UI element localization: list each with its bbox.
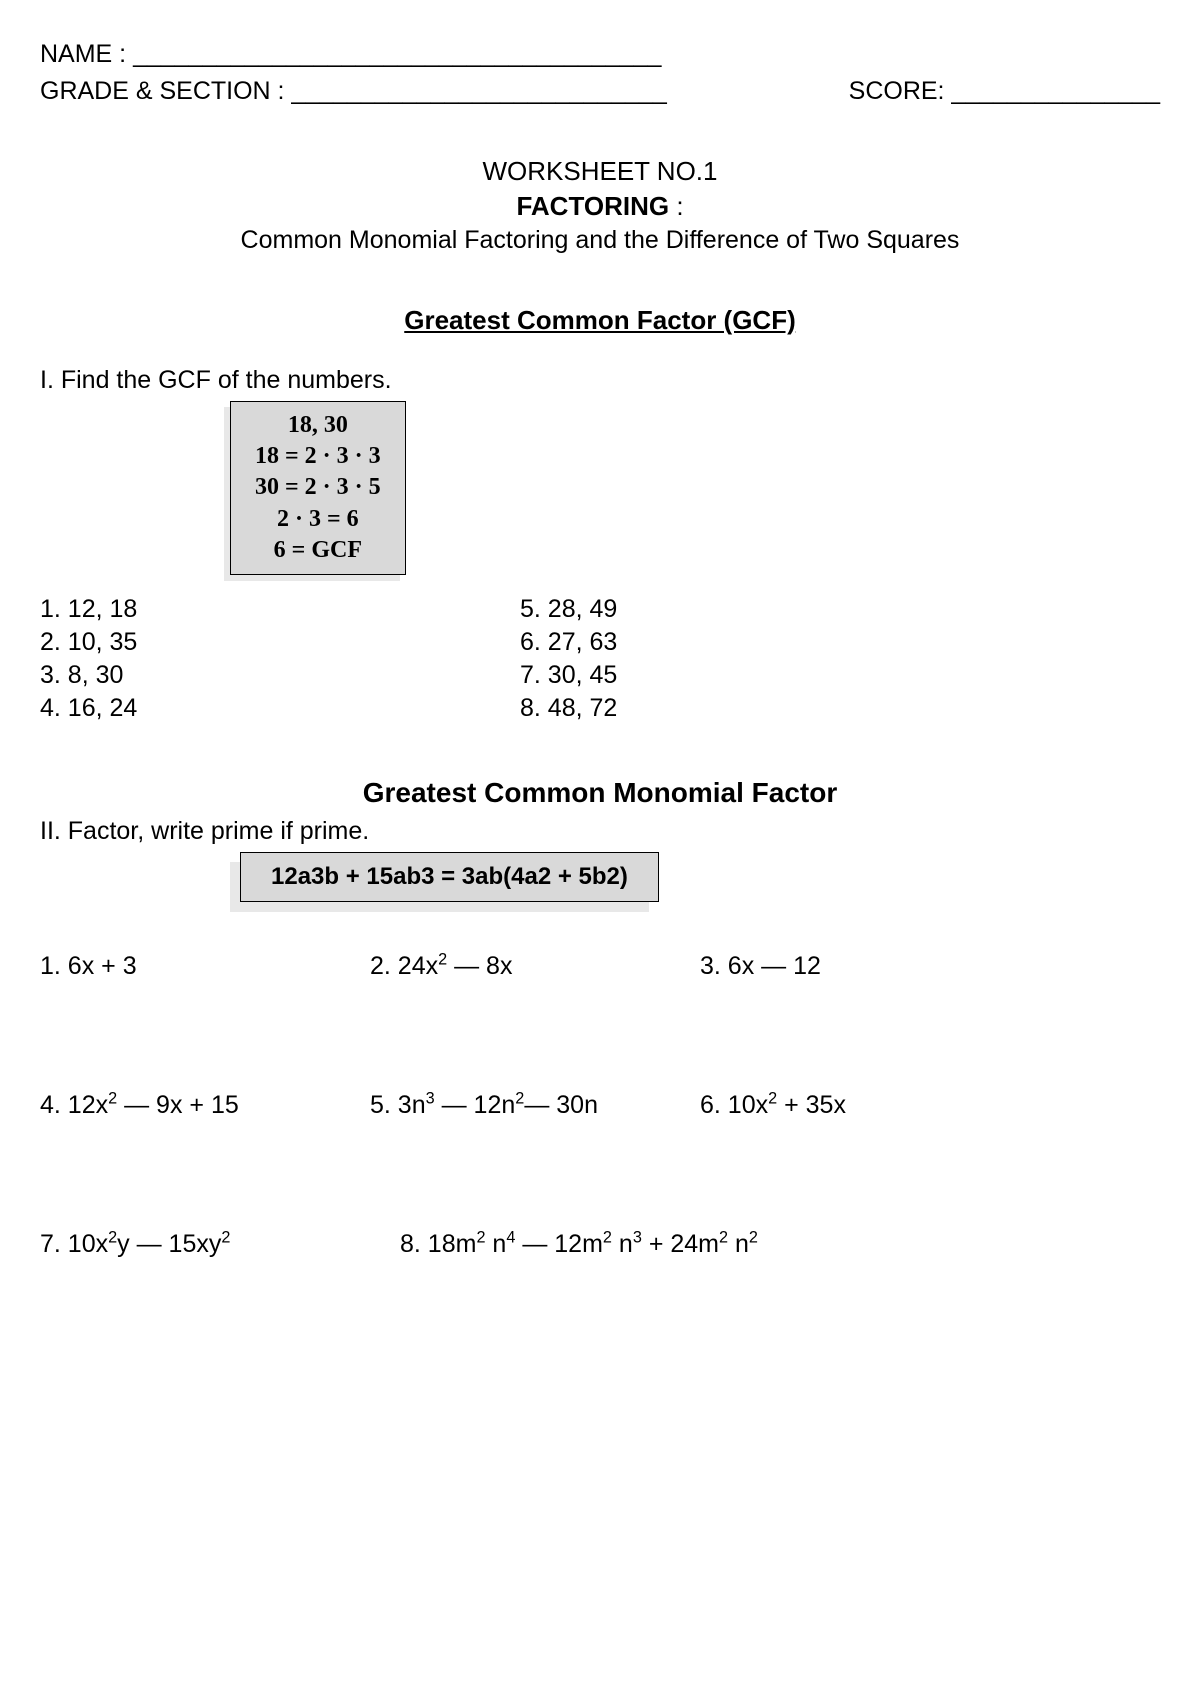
section1-heading: Greatest Common Factor (GCF) [40,305,1160,336]
header-row-2: GRADE & SECTION : ______________________… [40,77,1160,106]
list-item: 7. 30, 45 [520,661,1000,690]
section2-row3: 7. 10x2y — 15xy2 8. 18m2 n4 — 12m2 n3 + … [40,1230,1160,1259]
list-item: 6. 27, 63 [520,628,1000,657]
problem-8: 8. 18m2 n4 — 12m2 n3 + 24m2 n2 [400,1230,1160,1259]
section1-col-right: 5. 28, 49 6. 27, 63 7. 30, 45 8. 48, 72 [520,595,1000,727]
grade-section-line: GRADE & SECTION : ______________________… [40,77,667,106]
p4-sup: 2 [108,1090,117,1108]
p4-pre: 4. 12x [40,1091,108,1119]
p8-s6: 2 [749,1229,758,1247]
p6-suf: + 35x [777,1091,846,1119]
list-item: 1. 12, 18 [40,595,520,624]
p2-suf: — 8x [447,952,512,980]
example-box-1-wrap: 18, 30 18 = 2 · 3 · 3 30 = 2 · 3 · 5 2 ·… [230,401,1160,575]
p5-mid: — 12n [435,1091,516,1119]
list-item: 3. 8, 30 [40,661,520,690]
worksheet-subtitle: Common Monomial Factoring and the Differ… [40,226,1160,255]
title-block: WORKSHEET NO.1 FACTORING : Common Monomi… [40,156,1160,255]
problem-2: 2. 24x2 — 8x [370,952,700,981]
section2-instruction: II. Factor, write prime if prime. [40,817,1160,846]
section1-instruction: I. Find the GCF of the numbers. [40,366,1160,395]
p8-m3: n [612,1230,633,1258]
example1-line1: 18 = 2 · 3 · 3 [255,441,381,472]
p5-suf: — 30n [524,1091,598,1119]
p8-m2: — 12m [515,1230,603,1258]
p8-pre: 8. 18m [400,1230,476,1258]
p6-sup: 2 [768,1090,777,1108]
section1-col-left: 1. 12, 18 2. 10, 35 3. 8, 30 4. 16, 24 [40,595,520,727]
problem-7: 7. 10x2y — 15xy2 [40,1230,400,1259]
example1-line2: 30 = 2 · 3 · 5 [255,472,381,503]
example-box-1: 18, 30 18 = 2 · 3 · 3 30 = 2 · 3 · 5 2 ·… [230,401,406,575]
name-field-line: NAME : _________________________________… [40,40,1160,69]
p8-s3: 2 [603,1229,612,1247]
section2-row2: 4. 12x2 — 9x + 15 5. 3n3 — 12n2— 30n 6. … [40,1091,1160,1120]
p1-text: 1. 6x + 3 [40,952,137,980]
p7-s2: 2 [221,1229,230,1247]
topic-colon: : [669,191,683,221]
worksheet-topic: FACTORING : [40,191,1160,222]
section2-heading: Greatest Common Monomial Factor [40,777,1160,809]
example-box-2-wrap: 12a3b + 15ab3 = 3ab(4a2 + 5b2) [240,852,1160,902]
list-item: 5. 28, 49 [520,595,1000,624]
p7-s1: 2 [108,1229,117,1247]
p8-m1: n [485,1230,506,1258]
p8-s4: 3 [633,1229,642,1247]
p2-pre: 2. 24x [370,952,438,980]
score-line: SCORE: _______________ [849,77,1160,106]
problem-3: 3. 6x — 12 [700,952,1160,981]
problem-6: 6. 10x2 + 35x [700,1091,1160,1120]
p7-pre: 7. 10x [40,1230,108,1258]
p3-text: 3. 6x — 12 [700,952,821,980]
example1-line0: 18, 30 [255,410,381,441]
p8-m5: n [728,1230,749,1258]
p2-sup: 2 [438,951,447,969]
p5-s2: 2 [515,1090,524,1108]
topic-bold: FACTORING [516,191,669,221]
p8-s5: 2 [719,1229,728,1247]
section1-items: 1. 12, 18 2. 10, 35 3. 8, 30 4. 16, 24 5… [40,595,1160,727]
problem-4: 4. 12x2 — 9x + 15 [40,1091,370,1120]
list-item: 2. 10, 35 [40,628,520,657]
example1-line3: 2 · 3 = 6 [255,504,381,535]
list-item: 8. 48, 72 [520,694,1000,723]
p6-pre: 6. 10x [700,1091,768,1119]
list-item: 4. 16, 24 [40,694,520,723]
section2-row1: 1. 6x + 3 2. 24x2 — 8x 3. 6x — 12 [40,952,1160,981]
p7-mid: y — 15xy [117,1230,221,1258]
p4-suf: — 9x + 15 [117,1091,239,1119]
problem-1: 1. 6x + 3 [40,952,370,981]
example1-line4: 6 = GCF [255,535,381,566]
worksheet-number: WORKSHEET NO.1 [40,156,1160,187]
example-box-2: 12a3b + 15ab3 = 3ab(4a2 + 5b2) [240,852,659,902]
problem-5: 5. 3n3 — 12n2— 30n [370,1091,700,1120]
p5-s1: 3 [426,1090,435,1108]
p5-pre: 5. 3n [370,1091,426,1119]
p8-m4: + 24m [642,1230,719,1258]
